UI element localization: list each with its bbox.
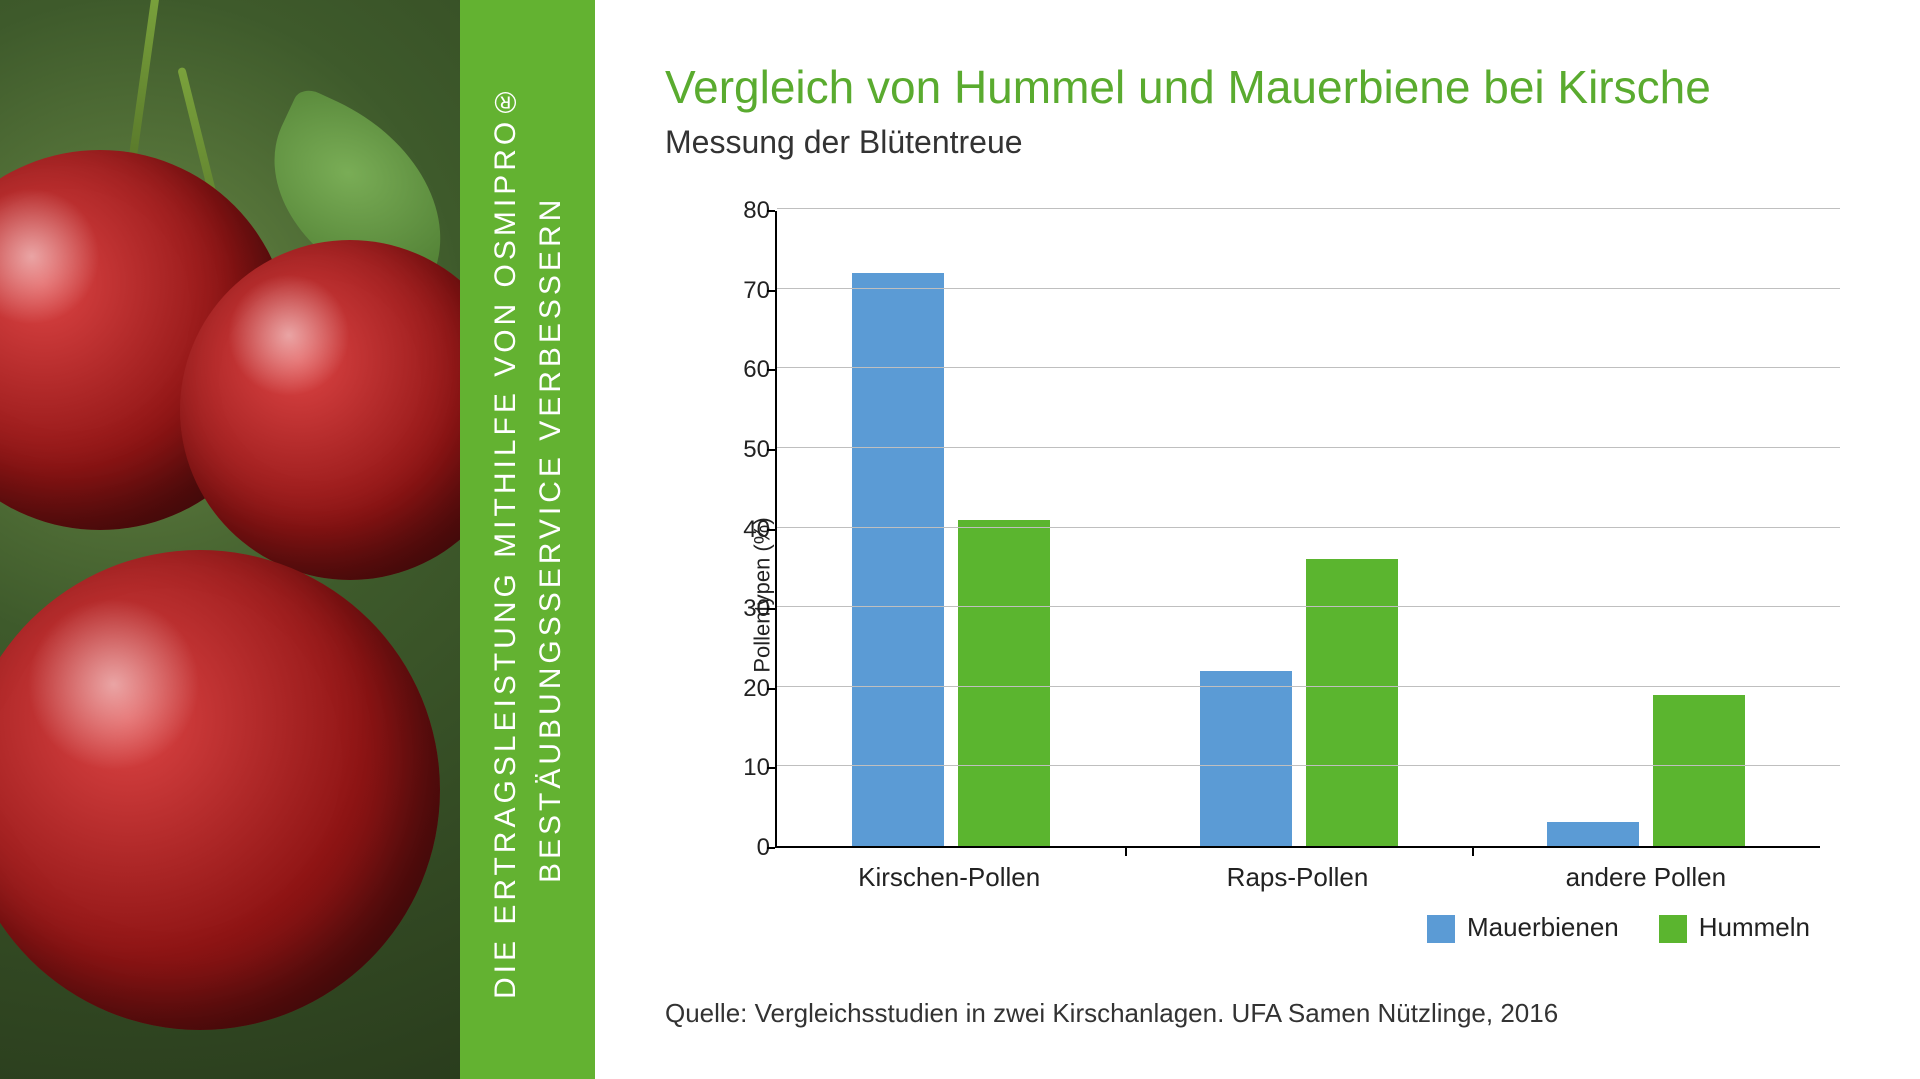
bar-groups [777,211,1820,846]
legend-swatch [1427,915,1455,943]
y-tick-label: 60 [735,356,770,384]
chart-container: Pollentypen (%) Kirschen-PollenRaps-Poll… [665,201,1840,988]
bar [958,520,1050,846]
plot-area [775,211,1820,848]
y-tick-label: 30 [735,595,770,623]
grid-line [777,765,1840,766]
bar [1200,671,1292,846]
y-tick-mark [767,529,775,531]
grid-line [777,527,1840,528]
x-axis-label: Kirschen-Pollen [775,862,1123,893]
brand-band: DIE ERTRAGSLEISTUNG MITHILFE VON OSMIPRO… [460,0,595,1079]
legend-label: Hummeln [1699,912,1810,942]
bar [852,273,944,846]
y-tick-label: 50 [735,436,770,464]
chart-title: Vergleich von Hummel und Mauerbiene bei … [665,60,1840,114]
legend-swatch [1659,915,1687,943]
legend-label: Mauerbienen [1467,912,1619,942]
y-tick-mark [767,608,775,610]
y-tick-label: 20 [735,675,770,703]
grid-line [777,447,1840,448]
cherry-decoration [0,550,440,1030]
grid-line [777,686,1840,687]
y-tick-mark [767,369,775,371]
y-tick-mark [767,210,775,212]
bar-group [1472,211,1820,846]
grid-line [777,367,1840,368]
grid-line [777,288,1840,289]
page: DIE ERTRAGSLEISTUNG MITHILFE VON OSMIPRO… [0,0,1920,1079]
x-axis-label: Raps-Pollen [1123,862,1471,893]
y-tick-label: 10 [735,754,770,782]
bar [1547,822,1639,846]
grid-line [777,606,1840,607]
brand-band-text: DIE ERTRAGSLEISTUNG MITHILFE VON OSMIPRO… [483,0,573,1079]
legend-item: Mauerbienen [1427,912,1619,943]
legend: Mauerbienen Hummeln [1427,912,1810,943]
y-tick-mark [767,767,775,769]
x-axis-label: andere Pollen [1472,862,1820,893]
y-tick-label: 0 [735,834,770,862]
y-tick-mark [767,688,775,690]
legend-item: Hummeln [1659,912,1810,943]
bar [1306,559,1398,846]
x-tick-mark [1125,846,1127,856]
y-tick-label: 70 [735,277,770,305]
x-axis-labels: Kirschen-PollenRaps-Pollenandere Pollen [775,862,1820,893]
chart-subtitle: Messung der Blütentreue [665,124,1840,161]
y-tick-label: 80 [735,197,770,225]
y-tick-mark [767,290,775,292]
hero-image [0,0,460,1079]
bar [1653,695,1745,846]
bar-group [777,211,1125,846]
y-tick-mark [767,847,775,849]
y-tick-label: 40 [735,516,770,544]
source-citation: Quelle: Vergleichsstudien in zwei Kirsch… [665,998,1840,1029]
y-tick-mark [767,449,775,451]
grid-line [777,208,1840,209]
bar-group [1125,211,1473,846]
content-area: Vergleich von Hummel und Mauerbiene bei … [595,0,1920,1079]
x-tick-mark [1472,846,1474,856]
bar-chart: Pollentypen (%) Kirschen-PollenRaps-Poll… [665,201,1840,988]
